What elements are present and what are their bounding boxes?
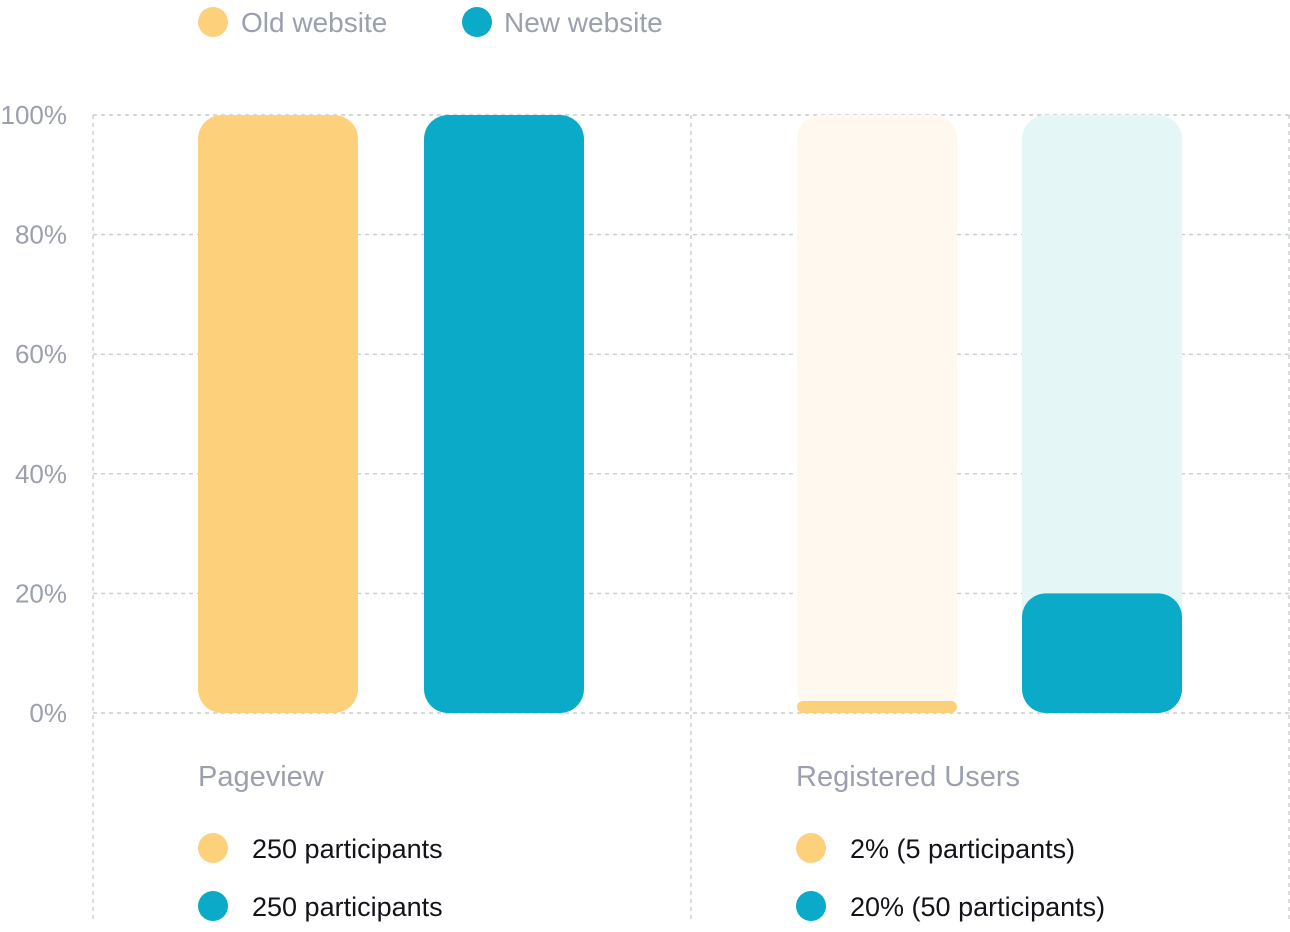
bar-pageview-new-website bbox=[424, 115, 584, 713]
y-tick-label: 80% bbox=[15, 220, 67, 250]
legend-swatch-new-website-icon bbox=[462, 7, 492, 37]
annotation-swatch-new-website-icon bbox=[796, 891, 826, 921]
bar-registered-users-new-website bbox=[1022, 593, 1182, 713]
legend: Old website New website bbox=[198, 7, 663, 38]
data-label-registered-users-old-website: 2% (5 participants) bbox=[850, 834, 1075, 864]
y-axis-ticks: 100% 80% 60% 40% 20% 0% bbox=[1, 100, 68, 728]
category-label-pageview: Pageview bbox=[198, 761, 325, 793]
legend-label-old-website: Old website bbox=[241, 7, 387, 38]
data-label-registered-users-new-website: 20% (50 participants) bbox=[850, 892, 1105, 922]
legend-swatch-old-website-icon bbox=[198, 7, 228, 37]
y-tick-label: 20% bbox=[15, 578, 67, 608]
y-tick-label: 100% bbox=[1, 100, 68, 130]
bars-layer bbox=[198, 115, 1182, 713]
category-groups: Pageview 250 participants 250 participants… bbox=[198, 761, 1105, 922]
bar-registered-users-old-website bbox=[797, 701, 957, 713]
bar-pageview-old-website bbox=[198, 115, 358, 713]
category-label-registered-users: Registered Users bbox=[796, 761, 1020, 793]
data-label-pageview-new-website: 250 participants bbox=[252, 892, 443, 922]
annotation-swatch-old-website-icon bbox=[198, 833, 228, 863]
bar-track-registered-users-old-website bbox=[797, 115, 957, 713]
annotation-swatch-new-website-icon bbox=[198, 891, 228, 921]
legend-label-new-website: New website bbox=[504, 7, 663, 38]
bar-track-registered-users-new-website bbox=[1022, 115, 1182, 713]
y-tick-label: 60% bbox=[15, 339, 67, 369]
y-tick-label: 40% bbox=[15, 459, 67, 489]
y-tick-label: 0% bbox=[29, 698, 67, 728]
grid-layer bbox=[92, 114, 1290, 920]
annotation-swatch-old-website-icon bbox=[796, 833, 826, 863]
data-label-pageview-old-website: 250 participants bbox=[252, 834, 443, 864]
